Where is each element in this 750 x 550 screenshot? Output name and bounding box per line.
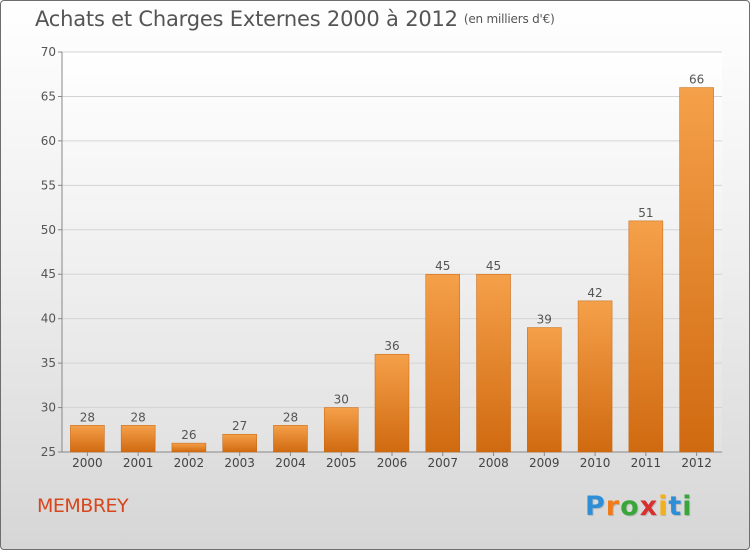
x-tick-label: 2005 — [326, 456, 357, 470]
logo-letter: t — [668, 491, 683, 522]
bar — [120, 425, 156, 453]
bar — [374, 353, 410, 453]
bar-value-label: 39 — [537, 313, 552, 327]
logo-letter: x — [639, 491, 659, 522]
bar — [476, 273, 511, 453]
chart-title-text: Achats et Charges Externes 2000 à 2012 — [35, 7, 458, 31]
bar-value-label: 30 — [334, 393, 349, 407]
y-tick-label: 65 — [41, 89, 56, 103]
y-tick-label: 25 — [41, 445, 56, 459]
bar — [577, 300, 613, 453]
bar — [222, 433, 257, 453]
bar — [273, 425, 308, 453]
logo-letter: P — [585, 491, 606, 522]
x-tick-label: 2009 — [529, 456, 560, 470]
y-tick-label: 70 — [41, 45, 56, 59]
logo-letter: o — [620, 491, 640, 522]
y-tick-label: 40 — [41, 312, 56, 326]
bar-value-label: 28 — [80, 410, 95, 424]
x-tick-label: 2000 — [72, 456, 103, 470]
bar-value-label: 28 — [131, 410, 146, 424]
x-tick-label: 2002 — [174, 456, 205, 470]
logo-letter: r — [605, 491, 621, 522]
x-tick-label: 2007 — [427, 456, 458, 470]
bar-value-label: 27 — [232, 419, 247, 433]
bar — [323, 407, 359, 453]
bar-value-label: 28 — [283, 410, 298, 424]
bar-value-label: 66 — [689, 73, 704, 87]
x-tick-label: 2006 — [377, 456, 408, 470]
bar — [679, 87, 714, 453]
bar — [425, 273, 461, 453]
bar-value-label: 36 — [384, 339, 399, 353]
chart-title: Achats et Charges Externes 2000 à 2012 (e… — [35, 7, 555, 31]
y-tick-label: 30 — [41, 401, 56, 415]
bar — [70, 425, 105, 453]
x-tick-label: 2003 — [224, 456, 255, 470]
bar — [527, 327, 562, 453]
x-tick-label: 2011 — [631, 456, 662, 470]
bar — [171, 442, 207, 453]
bar-value-label: 26 — [181, 428, 196, 442]
y-tick-label: 35 — [41, 356, 56, 370]
y-tick-label: 50 — [41, 223, 56, 237]
x-tick-label: 2010 — [580, 456, 611, 470]
bar-value-label: 42 — [587, 286, 602, 300]
commune-name: MEMBREY — [37, 495, 129, 517]
logo-letter: i — [682, 491, 693, 522]
x-tick-label: 2001 — [123, 456, 154, 470]
y-tick-label: 45 — [41, 267, 56, 281]
y-tick-label: 60 — [41, 134, 56, 148]
bar — [628, 220, 664, 453]
proxiti-logo: Proxiti — [585, 491, 693, 522]
bar-value-label: 45 — [435, 259, 450, 273]
y-tick-label: 55 — [41, 178, 56, 192]
bar-value-label: 51 — [638, 206, 653, 220]
x-tick-label: 2012 — [681, 456, 712, 470]
x-tick-label: 2004 — [275, 456, 306, 470]
x-tick-label: 2008 — [478, 456, 509, 470]
logo-letter: i — [658, 491, 669, 522]
bar-value-label: 45 — [486, 259, 501, 273]
chart-subtitle: (en milliers d'€) — [463, 12, 555, 26]
